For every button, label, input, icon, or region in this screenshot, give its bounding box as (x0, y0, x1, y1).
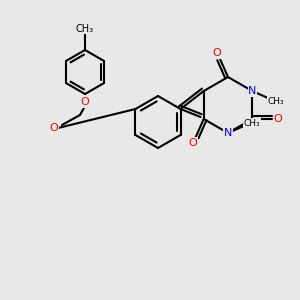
Text: N: N (248, 86, 256, 96)
Text: O: O (188, 138, 197, 148)
Text: N: N (224, 128, 232, 138)
Text: O: O (81, 97, 89, 107)
Text: O: O (274, 114, 283, 124)
Text: CH₃: CH₃ (268, 97, 285, 106)
Text: CH₃: CH₃ (244, 118, 260, 127)
Text: O: O (213, 48, 221, 58)
Text: O: O (50, 123, 58, 133)
Text: CH₃: CH₃ (76, 24, 94, 34)
